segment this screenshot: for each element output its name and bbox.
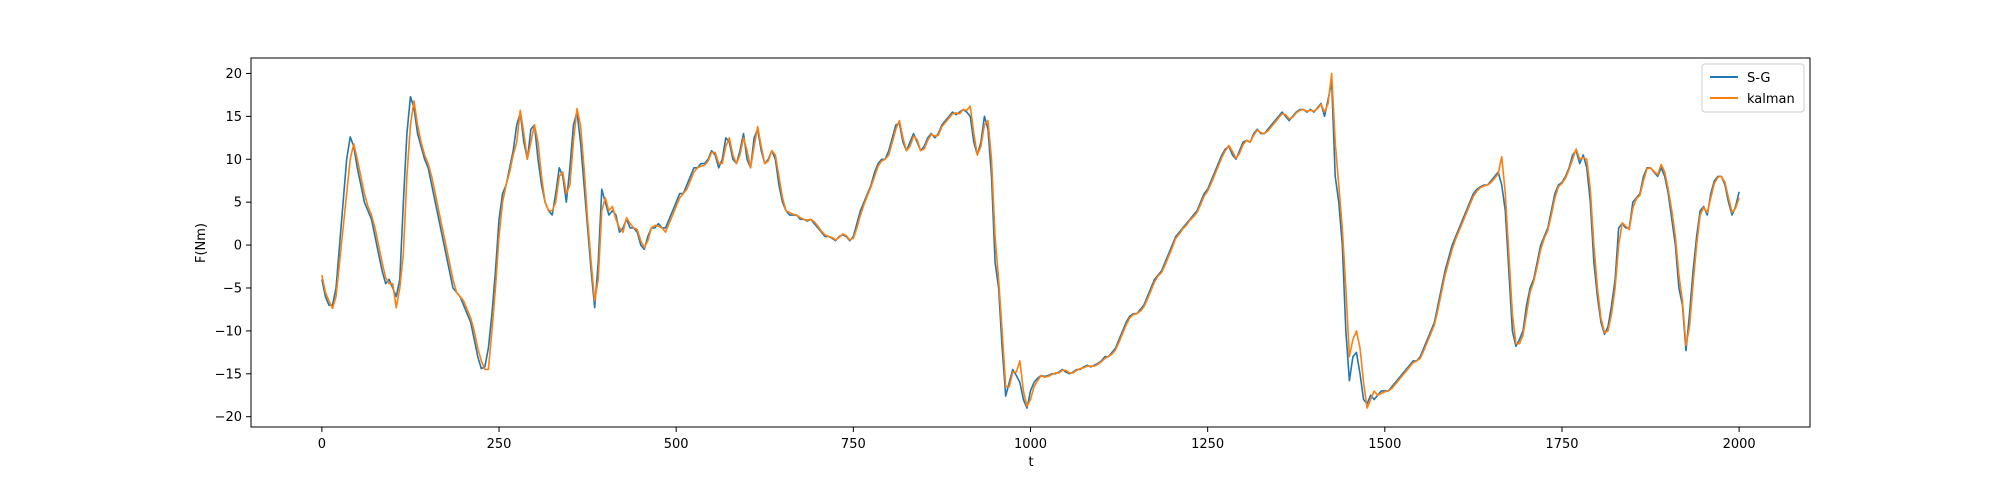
series-line-s-g: [321, 81, 1740, 409]
y-tick-label: −20: [215, 410, 242, 425]
y-tick-label: −15: [215, 367, 242, 382]
y-tick-label: 0: [234, 239, 242, 254]
x-tick-label: 0: [318, 437, 326, 452]
y-tick-label: 10: [225, 153, 242, 168]
x-tick-label: 1000: [1014, 437, 1047, 452]
y-axis-label: F(Nm): [194, 223, 209, 263]
y-tick-label: 5: [234, 196, 242, 211]
y-ticks: −20 −15 −10 −5 0 5 10 15 20: [215, 67, 251, 425]
x-tick-label: 2000: [1723, 437, 1756, 452]
x-tick-label: 1250: [1191, 437, 1224, 452]
x-tick-label: 250: [487, 437, 512, 452]
x-tick-label: 1750: [1545, 437, 1578, 452]
y-tick-label: 15: [225, 110, 242, 125]
x-tick-label: 1500: [1368, 437, 1401, 452]
series-layer: [321, 72, 1740, 409]
legend-label-kalman: kalman: [1747, 92, 1795, 107]
x-axis-label: t: [1028, 455, 1033, 470]
x-tick-label: 750: [841, 437, 866, 452]
y-tick-label: −5: [223, 281, 242, 296]
legend-label-s-g: S-G: [1747, 71, 1771, 86]
x-tick-label: 500: [664, 437, 689, 452]
series-line-kalman: [321, 72, 1740, 409]
legend: S-G kalman: [1701, 63, 1805, 113]
x-ticks: 0 250 500 750 1000 1250 1500 1750 2000: [318, 427, 1756, 452]
y-tick-label: 20: [225, 67, 242, 82]
y-tick-label: −10: [215, 324, 242, 339]
